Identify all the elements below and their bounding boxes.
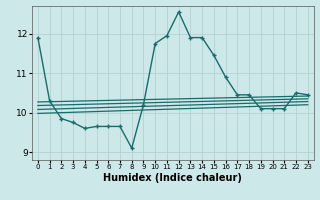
X-axis label: Humidex (Indice chaleur): Humidex (Indice chaleur): [103, 173, 242, 183]
